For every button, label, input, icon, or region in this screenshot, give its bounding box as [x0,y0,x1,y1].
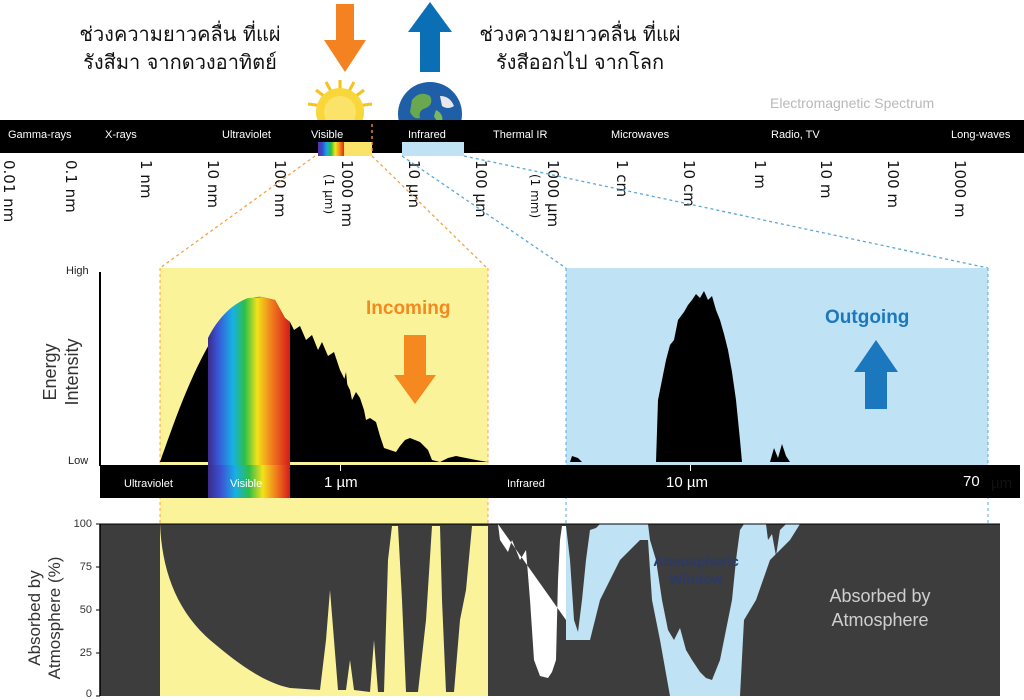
band-x-rays: X-rays [105,129,137,141]
absorption-axis-title: Absorbed by Atmosphere (%) [25,543,65,693]
energy-axis-title-line1: Energy [40,343,60,401]
incoming-arrow-icon [324,4,366,72]
spectrum-band [0,120,1024,153]
spectrum-title: Electromagnetic Spectrum [770,95,935,111]
band-microwaves: Microwaves [611,129,670,141]
atmospheric-window-label: Atmospheric Window [636,552,756,588]
mid-1um-label: 1 µm [324,474,358,491]
tick-label: 100 µm [472,160,490,218]
tick-label: 1000 µm [544,160,562,228]
mid-visible-strip [208,465,290,498]
spectrum-visible-glow [344,142,372,156]
band-ultraviolet: Ultraviolet [222,129,271,141]
ytick-0: 0 [85,688,92,700]
mid-tick-10um [690,465,691,471]
absorbed-label-line2: Atmosphere [831,610,929,630]
tick-label: 1000 m [951,160,969,218]
absorption-white [498,524,566,678]
tick-label: 1 nm [137,160,155,199]
mid-70um-unit: µm [991,475,1013,492]
absorbed-by-atmosphere-label: Absorbed by Atmosphere [800,584,960,632]
mid-infrared-label: Infrared [507,478,545,490]
mid-10um-label: 10 µm [666,474,708,491]
tick-label: 1 cm [613,160,631,198]
band-radio-tv: Radio, TV [771,129,820,141]
energy-axis-title-line2: Intensity [62,338,82,406]
mid-visible-label: Visible [230,478,263,490]
outgoing-energy-arrow-icon [854,340,898,409]
outgoing-caption: ช่วงความยาวคลื่น ที่แผ่ รังสีออกไป จากโล… [460,20,700,76]
ytick-50: 50 [79,604,92,616]
outgoing-label: Outgoing [825,307,910,328]
outgoing-caption-line1: ช่วงความยาวคลื่น ที่แผ่ [479,22,681,46]
earth-curve [656,291,742,462]
outgoing-arrow-icon [408,2,452,72]
outgoing-caption-line2: รังสีออกไป จากโลก [495,50,665,74]
band-visible: Visible [311,129,344,141]
tick-label: 0.01 nm [0,160,18,223]
absorption-axis-title-line1: Absorbed by [25,570,44,666]
energy-high-label: High [66,265,89,277]
tick-label: 100 m [884,160,902,209]
tick-label: 10 nm [204,160,222,208]
tick-label: 1 m [751,160,769,189]
incoming-caption: ช่วงความยาวคลื่น ที่แผ่ รังสีมา จากดวงอา… [60,20,300,76]
mid-ultraviolet-label: Ultraviolet [124,478,173,490]
absorption-yellow [160,524,488,696]
ytick-25: 25 [79,647,92,659]
spectrum-ir-glow [402,142,464,156]
mid-70um-label: 70 [963,473,980,490]
earth-icon [398,82,462,122]
zoom-lines [159,124,989,269]
tick-label: 10 m [817,160,835,199]
spectrum-visible-strip [318,142,344,156]
ytick-100: 100 [73,518,92,530]
top-icons [307,2,462,122]
energy-low-label: Low [68,455,89,467]
tick-label: 0.1 nm [62,160,80,213]
band-gamma-rays: Gamma-rays [8,129,72,141]
incoming-caption-line1: ช่วงความยาวคลื่น ที่แผ่ [79,22,281,46]
absorption-axis-title-line2: Atmosphere (%) [45,556,64,680]
tick-label: 10 µm [405,160,423,209]
absorbed-label-line1: Absorbed by [829,586,931,606]
band-long-waves: Long-waves [951,129,1011,141]
energy-axis-title: Energy Intensity [39,307,83,437]
tick-label: 100 nm [271,160,289,218]
tick-label: 10 cm [680,160,698,207]
visible-slice [208,297,290,466]
tick-label: 1000 nm [338,160,356,228]
band-thermal-ir: Thermal IR [493,129,548,141]
atmospheric-window-line1: Atmospheric [653,553,739,569]
outgoing-band-bg [566,268,988,466]
atmospheric-window-line2: Window [669,571,723,587]
band-infrared: Infrared [408,129,446,141]
incoming-caption-line2: รังสีมา จากดวงอาทิตย์ [83,50,277,74]
tick-label: (1 mm) [528,174,542,219]
incoming-label: Incoming [366,298,451,319]
mid-tick-1um [340,465,341,471]
ytick-75: 75 [79,561,92,573]
incoming-energy-arrow-icon [394,335,436,404]
tick-label: (1 µm) [322,174,336,215]
sun-icon [307,80,373,122]
